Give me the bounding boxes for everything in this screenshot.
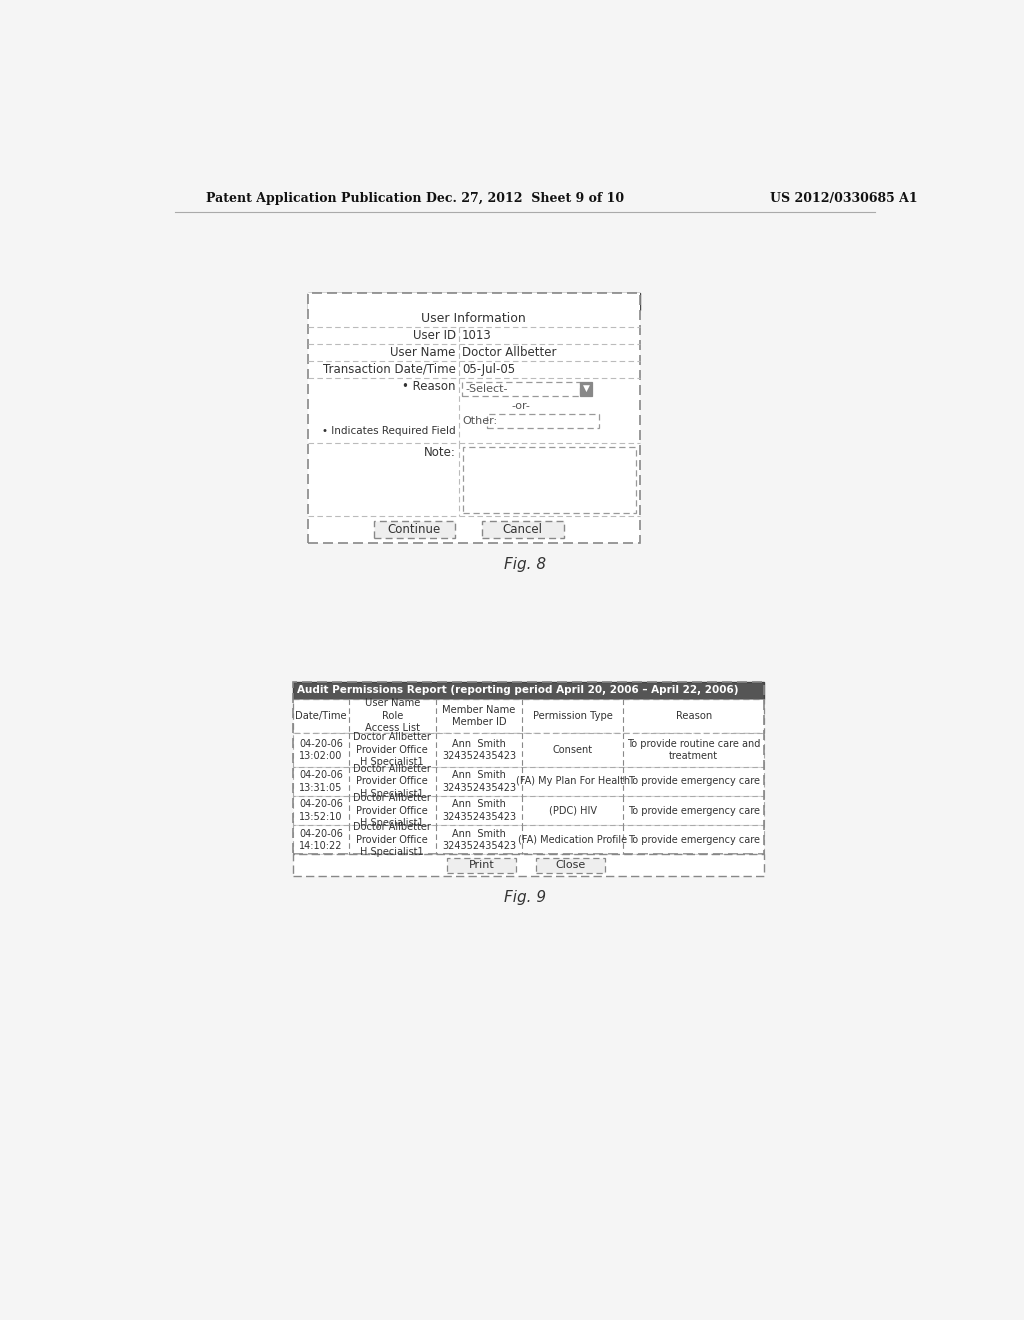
Text: Reason: Reason — [676, 711, 712, 721]
Text: To provide emergency care: To provide emergency care — [628, 776, 760, 787]
Bar — [293, 700, 764, 733]
Text: Doctor Allbetter
Provider Office
H Specialist1: Doctor Allbetter Provider Office H Speci… — [353, 793, 431, 828]
Bar — [293, 682, 764, 700]
Bar — [293, 825, 764, 854]
Bar — [463, 447, 636, 512]
Text: 04-20-06
13:02:00: 04-20-06 13:02:00 — [299, 739, 343, 760]
Text: • Reason: • Reason — [402, 380, 456, 393]
Text: 04-20-06
14:10:22: 04-20-06 14:10:22 — [299, 829, 343, 851]
Text: Continue: Continue — [388, 523, 441, 536]
Bar — [308, 293, 640, 310]
Text: Patent Application Publication: Patent Application Publication — [206, 191, 421, 205]
Text: Permission Type: Permission Type — [532, 711, 612, 721]
Text: (FA) My Plan For Health: (FA) My Plan For Health — [516, 776, 630, 787]
Text: Ann  Smith
324352435423: Ann Smith 324352435423 — [442, 800, 516, 822]
Text: To provide emergency care: To provide emergency care — [628, 805, 760, 816]
Text: Doctor Allbetter
Provider Office
H Specialist1: Doctor Allbetter Provider Office H Speci… — [353, 733, 431, 767]
Bar — [447, 858, 515, 873]
Text: Ann  Smith
324352435423: Ann Smith 324352435423 — [442, 770, 516, 792]
Bar — [374, 521, 455, 539]
Bar — [293, 854, 764, 876]
Text: Dec. 27, 2012  Sheet 9 of 10: Dec. 27, 2012 Sheet 9 of 10 — [426, 191, 624, 205]
Text: Fig. 8: Fig. 8 — [504, 557, 546, 573]
Text: 04-20-06
13:31:05: 04-20-06 13:31:05 — [299, 770, 343, 792]
Text: Note:: Note: — [424, 446, 456, 459]
Text: User Name: User Name — [390, 346, 456, 359]
Text: (PDC) HIV: (PDC) HIV — [549, 805, 597, 816]
Bar — [537, 858, 604, 873]
Text: US 2012/0330685 A1: US 2012/0330685 A1 — [770, 191, 918, 205]
Bar — [293, 796, 764, 825]
Text: Print: Print — [469, 861, 495, 870]
Text: Consent: Consent — [553, 744, 593, 755]
Text: Doctor Allbetter
Provider Office
H Specialist1: Doctor Allbetter Provider Office H Speci… — [353, 822, 431, 857]
Text: 05-Jul-05: 05-Jul-05 — [462, 363, 515, 376]
Text: Date/Time: Date/Time — [295, 711, 347, 721]
Text: Other:: Other: — [462, 416, 497, 426]
Text: User Information: User Information — [421, 312, 526, 325]
Text: Member Name
Member ID: Member Name Member ID — [442, 705, 516, 727]
Bar — [482, 521, 563, 539]
Text: Override Restrictions: Override Restrictions — [312, 296, 462, 308]
Text: (FA) Medication Profile: (FA) Medication Profile — [518, 834, 628, 845]
Text: Transaction Date/Time: Transaction Date/Time — [323, 363, 456, 376]
Text: 04-20-06
13:52:10: 04-20-06 13:52:10 — [299, 800, 343, 822]
Bar — [580, 381, 592, 396]
Text: Ann  Smith
324352435423: Ann Smith 324352435423 — [442, 829, 516, 851]
Text: To provide routine care and
treatment: To provide routine care and treatment — [627, 739, 761, 760]
Text: Ann  Smith
324352435423: Ann Smith 324352435423 — [442, 739, 516, 760]
Bar — [308, 293, 640, 544]
Bar — [293, 767, 764, 796]
Bar — [462, 381, 580, 396]
Text: -or-: -or- — [511, 401, 530, 412]
Bar — [293, 682, 764, 854]
Bar — [293, 733, 764, 767]
Text: Doctor Allbetter: Doctor Allbetter — [462, 346, 556, 359]
Text: Audit Permissions Report (reporting period April 20, 2006 – April 22, 2006): Audit Permissions Report (reporting peri… — [297, 685, 738, 696]
Text: ▼: ▼ — [583, 384, 590, 393]
Text: User Name
Role
Access List: User Name Role Access List — [365, 698, 420, 734]
Text: Cancel: Cancel — [503, 523, 543, 536]
Text: 1013: 1013 — [462, 329, 492, 342]
Text: Doctor Allbetter
Provider Office
H Specialist1: Doctor Allbetter Provider Office H Speci… — [353, 764, 431, 799]
Text: To provide emergency care: To provide emergency care — [628, 834, 760, 845]
Text: -Select-: -Select- — [465, 384, 508, 393]
Text: • Indicates Required Field: • Indicates Required Field — [323, 426, 456, 436]
Bar — [486, 414, 599, 428]
Text: Close: Close — [555, 861, 586, 870]
Text: Fig. 9: Fig. 9 — [504, 890, 546, 906]
Text: User ID: User ID — [413, 329, 456, 342]
